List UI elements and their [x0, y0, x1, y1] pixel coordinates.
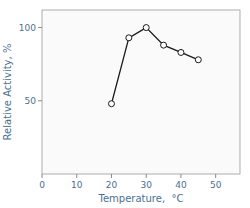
x-tick: [146, 174, 147, 178]
data-point: [178, 49, 184, 55]
x-tick-label: 20: [106, 180, 118, 190]
plot-frame: [42, 10, 240, 174]
data-point: [143, 25, 149, 31]
y-tick: [38, 27, 42, 28]
x-tick-label: 0: [39, 180, 45, 190]
x-tick: [215, 174, 216, 178]
data-point: [195, 57, 201, 63]
data-point: [161, 42, 167, 48]
y-tick: [38, 100, 42, 101]
plot-area: [108, 25, 201, 107]
x-tick-label: 50: [210, 180, 222, 190]
y-axis-label: Relative Activity, %: [2, 44, 13, 141]
x-tick: [180, 174, 181, 178]
x-tick-label: 40: [175, 180, 187, 190]
x-tick: [42, 174, 43, 178]
x-tick-label: 30: [140, 180, 152, 190]
x-tick: [111, 174, 112, 178]
x-axis-label: Temperature, °C: [98, 193, 184, 204]
y-tick-label: 100: [19, 23, 36, 33]
x-tick-label: 10: [71, 180, 83, 190]
data-point: [108, 101, 114, 107]
chart: 0 10 20 30 40 50 50 100 Temperature, °C Relative …: [0, 0, 250, 208]
chart-container: 0 10 20 30 40 50 50 100 Temperature, °C Relative …: [0, 0, 250, 208]
x-tick: [76, 174, 77, 178]
y-tick-label: 50: [25, 96, 37, 106]
data-line: [111, 28, 198, 104]
data-point: [126, 35, 132, 41]
